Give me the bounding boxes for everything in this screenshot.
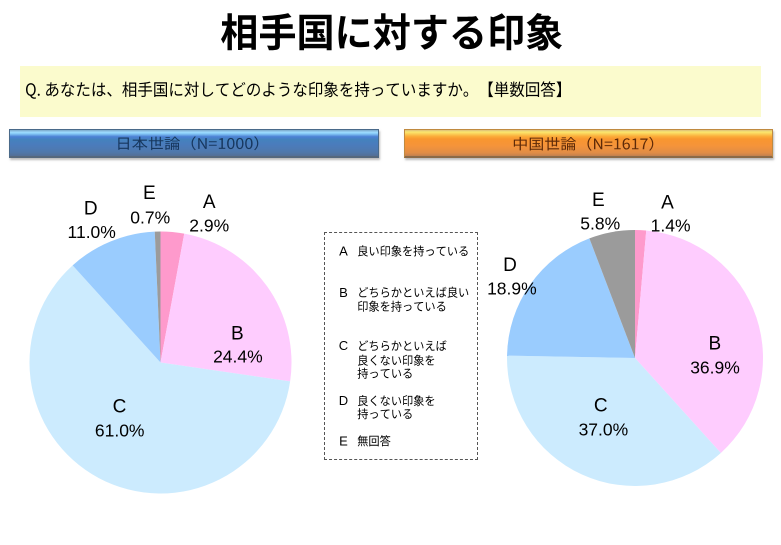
svg-text:C: C	[594, 395, 608, 416]
svg-text:2.9%: 2.9%	[189, 216, 229, 236]
svg-text:C: C	[113, 397, 127, 418]
svg-text:D: D	[503, 255, 517, 276]
svg-text:37.0%: 37.0%	[579, 420, 629, 440]
svg-text:A: A	[661, 192, 674, 213]
svg-text:18.9%: 18.9%	[487, 279, 537, 299]
svg-text:A: A	[339, 244, 348, 259]
svg-text:D: D	[339, 393, 348, 408]
svg-text:1.4%: 1.4%	[651, 216, 691, 236]
svg-text:36.9%: 36.9%	[690, 358, 740, 378]
svg-text:5.8%: 5.8%	[580, 213, 620, 233]
svg-text:D: D	[84, 199, 98, 220]
svg-text:E: E	[592, 190, 605, 211]
svg-text:E: E	[339, 433, 348, 448]
svg-text:E: E	[143, 183, 156, 204]
svg-text:B: B	[339, 285, 348, 300]
svg-text:C: C	[339, 338, 348, 353]
svg-text:61.0%: 61.0%	[95, 420, 145, 440]
svg-text:B: B	[708, 334, 721, 355]
svg-text:24.4%: 24.4%	[213, 347, 263, 367]
svg-text:B: B	[231, 323, 244, 344]
svg-text:A: A	[203, 192, 216, 213]
svg-text:11.0%: 11.0%	[68, 222, 116, 242]
svg-text:0.7%: 0.7%	[130, 208, 170, 228]
